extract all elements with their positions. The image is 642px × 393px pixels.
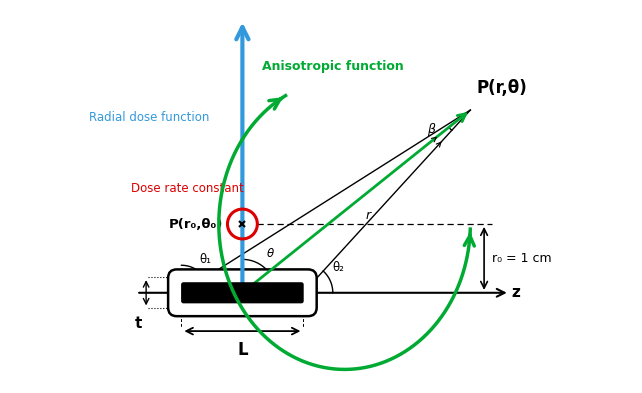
Text: Radial dose function: Radial dose function <box>89 111 209 125</box>
Text: t: t <box>135 316 142 331</box>
Text: θ₁: θ₁ <box>199 253 211 266</box>
FancyBboxPatch shape <box>181 282 304 303</box>
Text: z: z <box>512 285 521 300</box>
Text: Anisotropic function: Anisotropic function <box>262 60 404 73</box>
Text: P(r,θ): P(r,θ) <box>476 79 527 97</box>
Text: r: r <box>365 209 370 222</box>
Text: Dose rate constant: Dose rate constant <box>131 182 244 195</box>
Text: r₀ = 1 cm: r₀ = 1 cm <box>492 252 551 265</box>
Text: P(r₀,θ₀): P(r₀,θ₀) <box>169 217 223 231</box>
FancyBboxPatch shape <box>168 270 317 316</box>
Text: β: β <box>427 123 435 136</box>
Text: θ: θ <box>266 247 273 260</box>
Text: θ₂: θ₂ <box>333 261 345 274</box>
Text: L: L <box>237 341 248 359</box>
